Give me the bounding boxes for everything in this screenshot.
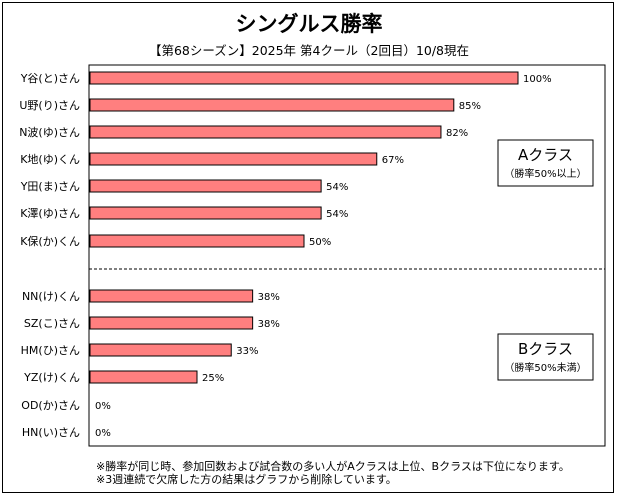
footnote-1: ※勝率が同じ時、参加回数および試合数の多い人がAクラスは上位、Bクラスは下位にな…	[96, 460, 570, 473]
chart-subtitle: 【第68シーズン】2025年 第4クール（2回目）10/8現在	[148, 43, 470, 58]
bar	[89, 316, 254, 330]
category-label: K地(ゆ)くん	[20, 153, 80, 166]
bar	[89, 98, 455, 112]
class-label: Aクラス	[518, 146, 573, 164]
data-label: 54%	[326, 209, 348, 220]
data-label: 85%	[459, 101, 481, 112]
bar	[89, 71, 519, 85]
category-label: HN(い)さん	[22, 426, 80, 439]
class-b-box	[497, 333, 594, 381]
category-label: YZ(け)くん	[23, 371, 80, 384]
category-label: K澤(ゆ)さん	[20, 207, 80, 220]
bar	[89, 370, 198, 384]
category-label: Y谷(と)さん	[20, 72, 80, 85]
category-label: U野(り)さん	[19, 99, 80, 112]
footnote-2: ※3週連続で欠席した方の結果はグラフから削除しています。	[96, 473, 397, 486]
bar	[89, 125, 442, 139]
plot-area	[88, 64, 606, 447]
category-label: HM(ひ)さん	[21, 344, 80, 357]
chart-title: シングルス勝率	[235, 12, 383, 36]
bar	[89, 343, 232, 357]
data-label: 82%	[446, 128, 468, 139]
category-label: N波(ゆ)さん	[19, 126, 80, 139]
class-note: （勝率50%未満）	[504, 361, 586, 374]
category-label: K保(か)くん	[20, 234, 80, 248]
bar	[89, 289, 254, 303]
bar	[89, 152, 378, 166]
class-a-box	[497, 139, 594, 187]
data-label: 0%	[95, 401, 111, 412]
data-label: 33%	[236, 346, 258, 357]
category-label: NN(け)くん	[22, 290, 80, 303]
bar	[89, 206, 322, 220]
bar	[89, 234, 305, 248]
data-label: 100%	[523, 74, 552, 85]
bar	[89, 179, 322, 193]
class-label: Bクラス	[518, 340, 573, 358]
data-label: 50%	[309, 237, 331, 248]
category-label: Y田(ま)さん	[20, 180, 80, 193]
data-label: 67%	[382, 155, 404, 166]
category-label: SZ(こ)さん	[24, 317, 80, 330]
data-label: 0%	[95, 428, 111, 439]
data-label: 25%	[202, 373, 224, 384]
category-label: OD(か)さん	[21, 399, 80, 412]
data-label: 38%	[258, 319, 280, 330]
data-label: 54%	[326, 182, 348, 193]
data-label: 38%	[258, 292, 280, 303]
class-note: （勝率50%以上）	[504, 167, 586, 180]
